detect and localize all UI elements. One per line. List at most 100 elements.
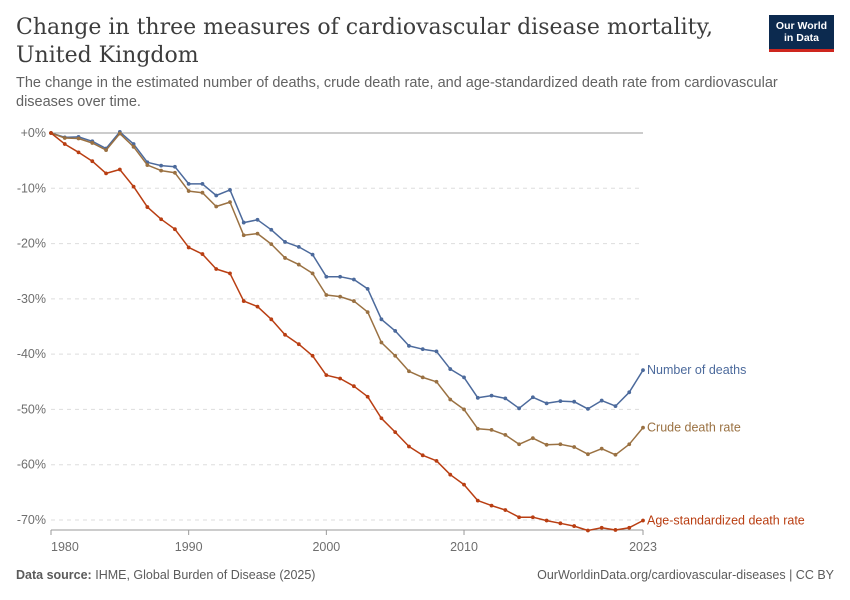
y-tick-label: -20% [17, 237, 46, 251]
x-tick-label: 2000 [312, 540, 340, 554]
data-point-age-standardized-death-rate [517, 515, 521, 520]
data-point-age-standardized-death-rate [544, 518, 549, 523]
series-label-crude-death-rate: Crude death rate [647, 421, 741, 435]
line-chart: +0% -10% -20% -30% -40% -50% -60% -70% 1980 1990 2… [17, 126, 805, 554]
data-point-crude-death-rate [572, 445, 577, 449]
series-line-number-of-deaths [50, 131, 644, 410]
data-point-number-of-deaths [544, 401, 549, 406]
data-point-age-standardized-death-rate [173, 227, 177, 232]
data-point-number-of-deaths [228, 188, 232, 192]
data-point-crude-death-rate [283, 256, 287, 260]
data-point-age-standardized-death-rate [269, 317, 274, 322]
data-point-age-standardized-death-rate [393, 430, 398, 434]
data-point-crude-death-rate [599, 446, 604, 451]
data-point-crude-death-rate [200, 190, 205, 195]
data-point-age-standardized-death-rate [310, 353, 315, 358]
data-point-age-standardized-death-rate [283, 332, 287, 337]
data-point-age-standardized-death-rate [599, 525, 604, 530]
data-point-number-of-deaths [214, 193, 219, 198]
data-point-age-standardized-death-rate [104, 171, 108, 176]
data-point-age-standardized-death-rate [503, 508, 508, 512]
data-point-age-standardized-death-rate [407, 444, 411, 449]
data-point-crude-death-rate [544, 442, 549, 447]
data-point-crude-death-rate [420, 375, 425, 380]
data-point-crude-death-rate [503, 432, 508, 437]
data-point-number-of-deaths [296, 244, 301, 249]
data-point-number-of-deaths [365, 287, 370, 291]
data-point-age-standardized-death-rate [613, 528, 618, 532]
data-point-age-standardized-death-rate [241, 299, 246, 303]
data-point-age-standardized-death-rate [159, 217, 164, 222]
data-point-age-standardized-death-rate [131, 184, 136, 189]
data-point-number-of-deaths [241, 220, 246, 225]
data-point-crude-death-rate [641, 425, 645, 430]
x-tick-label: 1990 [175, 540, 203, 554]
data-point-crude-death-rate [310, 271, 315, 276]
data-point-age-standardized-death-rate [62, 142, 67, 146]
data-point-number-of-deaths [489, 393, 494, 398]
data-point-age-standardized-death-rate [338, 376, 343, 381]
data-point-crude-death-rate [475, 426, 480, 431]
data-point-number-of-deaths [586, 406, 590, 411]
chart-title: Change in three measures of cardiovascul… [16, 15, 713, 68]
logo-line-1: Our World [775, 20, 828, 32]
logo-line-2: in Data [783, 32, 819, 44]
x-tick-label: 1980 [51, 540, 79, 554]
data-point-crude-death-rate [159, 168, 164, 173]
data-point-age-standardized-death-rate [586, 528, 590, 533]
data-point-crude-death-rate [255, 231, 260, 236]
data-point-number-of-deaths [462, 375, 466, 380]
data-point-age-standardized-death-rate [145, 205, 150, 209]
data-point-crude-death-rate [351, 299, 356, 303]
data-point-crude-death-rate [104, 148, 108, 153]
data-point-age-standardized-death-rate [200, 252, 205, 256]
data-point-number-of-deaths [379, 317, 384, 322]
data-point-number-of-deaths [420, 347, 425, 352]
data-point-age-standardized-death-rate [558, 521, 563, 526]
data-point-age-standardized-death-rate [186, 245, 191, 250]
data-point-crude-death-rate [214, 204, 219, 209]
y-tick-label: -40% [17, 347, 46, 361]
data-point-age-standardized-death-rate [76, 150, 81, 155]
data-point-number-of-deaths [255, 217, 260, 222]
source-label: Data source: [16, 568, 92, 582]
data-point-number-of-deaths [641, 368, 645, 373]
data-point-age-standardized-death-rate [351, 384, 356, 389]
data-point-number-of-deaths [338, 274, 343, 279]
data-point-crude-death-rate [228, 200, 232, 205]
data-point-crude-death-rate [448, 397, 453, 402]
data-point-number-of-deaths [283, 240, 287, 244]
data-point-crude-death-rate [462, 407, 466, 412]
owid-logo[interactable]: Our World in Data [769, 15, 834, 52]
data-point-number-of-deaths [324, 274, 329, 279]
data-point-crude-death-rate [117, 131, 122, 136]
data-point-number-of-deaths [517, 406, 521, 411]
data-point-crude-death-rate [186, 189, 191, 193]
y-tick-label: -50% [17, 402, 46, 416]
footer-url[interactable]: OurWorldinData.org/cardiovascular-diseas… [537, 568, 834, 582]
data-point-number-of-deaths [159, 163, 164, 168]
data-point-crude-death-rate [365, 310, 370, 315]
data-point-age-standardized-death-rate [228, 271, 232, 276]
data-point-age-standardized-death-rate [489, 503, 494, 508]
data-point-number-of-deaths [599, 398, 604, 403]
data-point-age-standardized-death-rate [434, 458, 439, 463]
data-point-number-of-deaths [613, 404, 618, 409]
data-point-number-of-deaths [530, 395, 535, 400]
data-point-age-standardized-death-rate [255, 304, 260, 309]
data-point-number-of-deaths [448, 367, 453, 371]
data-point-age-standardized-death-rate [379, 416, 384, 421]
data-point-age-standardized-death-rate [49, 131, 53, 135]
data-point-age-standardized-death-rate [448, 472, 453, 477]
data-point-age-standardized-death-rate [572, 524, 577, 528]
data-point-number-of-deaths [186, 181, 191, 186]
data-point-age-standardized-death-rate [117, 167, 122, 172]
data-point-number-of-deaths [503, 396, 508, 401]
data-point-number-of-deaths [173, 164, 177, 169]
data-point-crude-death-rate [489, 427, 494, 432]
footer-source: Data source: IHME, Global Burden of Dise… [16, 568, 315, 582]
data-point-crude-death-rate [379, 340, 384, 345]
data-point-crude-death-rate [613, 452, 618, 457]
data-point-age-standardized-death-rate [641, 518, 645, 523]
data-point-crude-death-rate [296, 262, 301, 267]
